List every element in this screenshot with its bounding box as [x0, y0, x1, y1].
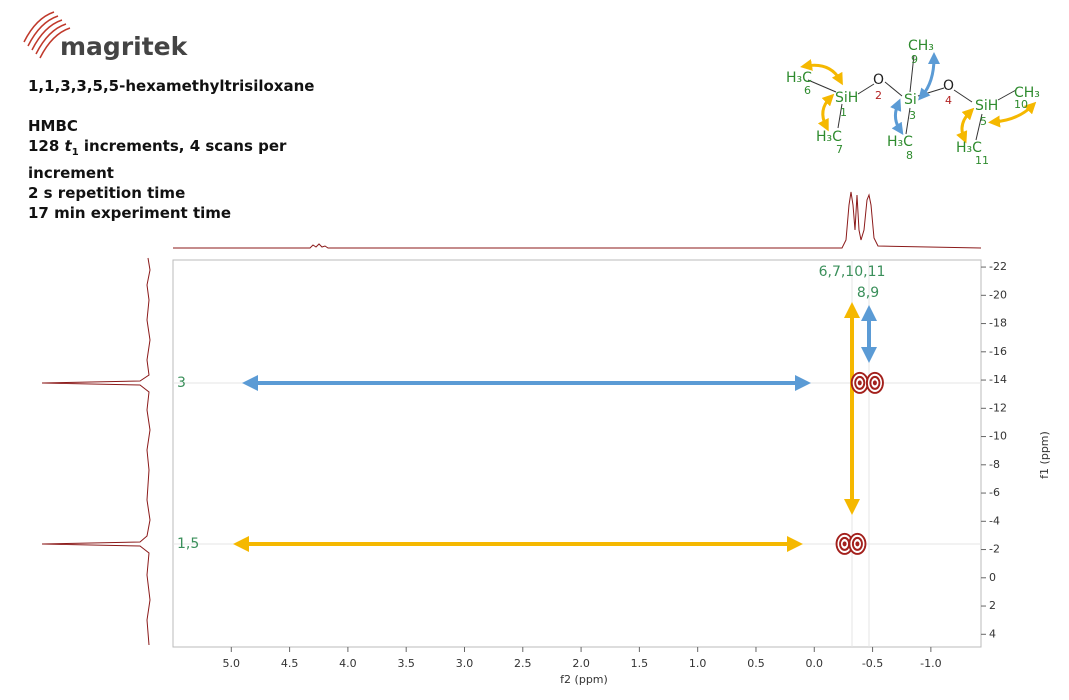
cross-peak [842, 541, 847, 547]
y-tick-label: 0 [989, 571, 996, 584]
atom-number: 11 [975, 154, 989, 167]
atom-number: 2 [875, 89, 882, 102]
guides [173, 260, 981, 647]
y-tick-label: -18 [989, 317, 1007, 330]
y-tick-label: -10 [989, 430, 1007, 443]
y-tick-label: -14 [989, 373, 1007, 386]
cross-peak [871, 378, 879, 388]
y-tick-label: -22 [989, 260, 1007, 273]
y-tick-label: -8 [989, 458, 1000, 471]
x-tick-label: 0.0 [806, 657, 824, 670]
atom-number: 9 [911, 53, 918, 66]
x-tick-label: 2.5 [514, 657, 532, 670]
duration: 17 min experiment time [28, 204, 232, 222]
row-label: 3 [177, 375, 186, 391]
cross-peak [867, 373, 882, 392]
row-label: 1,5 [177, 536, 199, 552]
y-tick-label: -12 [989, 401, 1007, 414]
cross-peak [869, 375, 881, 390]
x-tick-label: -0.5 [862, 657, 883, 670]
atom: Si [904, 92, 917, 108]
cross-peak [865, 371, 884, 394]
cross-peak [841, 539, 849, 549]
x-tick-label: 1.5 [631, 657, 649, 670]
cross-peak [848, 532, 867, 555]
column-label: 6,7,10,11 [819, 264, 886, 280]
atom-number: 6 [804, 84, 811, 97]
technique: HMBC [28, 117, 78, 135]
cross-peak [851, 536, 863, 551]
cross-peak [852, 373, 867, 392]
atom: O [873, 72, 884, 88]
y-tick-label: 4 [989, 627, 996, 640]
atom-number: 5 [980, 115, 987, 128]
atom: H₃C [816, 129, 842, 145]
atom: CH₃ [1014, 85, 1040, 101]
cross-peak [872, 380, 877, 386]
x-tick-label: 2.0 [572, 657, 590, 670]
subscript: 1 [71, 147, 79, 158]
text: increment [28, 164, 114, 182]
atom: H₃C [956, 140, 982, 156]
y-tick-label: -20 [989, 288, 1007, 301]
x-axis-label: f2 (ppm) [560, 673, 608, 686]
atom: O [943, 78, 954, 94]
y-tick-label: -2 [989, 543, 1000, 556]
atom: H₃C [786, 70, 812, 86]
atom: SiH [835, 90, 858, 106]
y-tick-label: -4 [989, 514, 1000, 527]
text: 128 [28, 137, 65, 155]
atom-number: 1 [840, 106, 847, 119]
t-symbol: t [64, 137, 72, 155]
atom-number: 7 [836, 143, 843, 156]
plot-frame [172, 259, 982, 648]
atom: CH₃ [908, 38, 934, 54]
increments-line: 128 t1 increments, 4 scans per [28, 136, 286, 163]
atom: SiH [975, 98, 998, 114]
y-tick-label: -6 [989, 486, 1000, 499]
x-tick-label: 1.0 [689, 657, 707, 670]
x-tick-label: 4.0 [339, 657, 357, 670]
repetition: 2 s repetition time [28, 184, 186, 202]
cross-peak [850, 534, 865, 553]
x-tick-label: 0.5 [747, 657, 765, 670]
x-tick-label: 3.5 [397, 657, 415, 670]
cross-peak [857, 380, 862, 386]
f1-projection [41, 257, 151, 646]
y-tick-label: 2 [989, 599, 996, 612]
x-tick-label: 3.0 [456, 657, 474, 670]
x-tick-label: -1.0 [920, 657, 941, 670]
molecule-arrows [800, 52, 1037, 144]
atom-number: 8 [906, 149, 913, 162]
experiment-info: HMBC 128 t1 increments, 4 scans per incr… [28, 116, 286, 223]
cross-peak [854, 375, 866, 390]
atom-number: 4 [945, 94, 952, 107]
column-label: 8,9 [857, 285, 879, 301]
atom-number: 10 [1014, 98, 1028, 111]
cross-peak [855, 541, 860, 547]
correlation-arrows [233, 302, 877, 552]
cross-peak [856, 378, 864, 388]
atom: H₃C [887, 134, 913, 150]
y-axis-label: f1 (ppm) [1038, 431, 1051, 479]
x-tick-label: 4.5 [281, 657, 299, 670]
atom-number: 3 [909, 109, 916, 122]
cross-peak [853, 539, 861, 549]
text: increments, 4 scans per [78, 137, 287, 155]
f2-projection [173, 191, 982, 249]
logo-mark [23, 11, 71, 59]
x-tick-label: 5.0 [223, 657, 241, 670]
y-tick-label: -16 [989, 345, 1007, 358]
compound-name: 1,1,3,3,5,5-hexamethyltrisiloxane [28, 77, 315, 95]
brand: magritek [60, 32, 189, 61]
